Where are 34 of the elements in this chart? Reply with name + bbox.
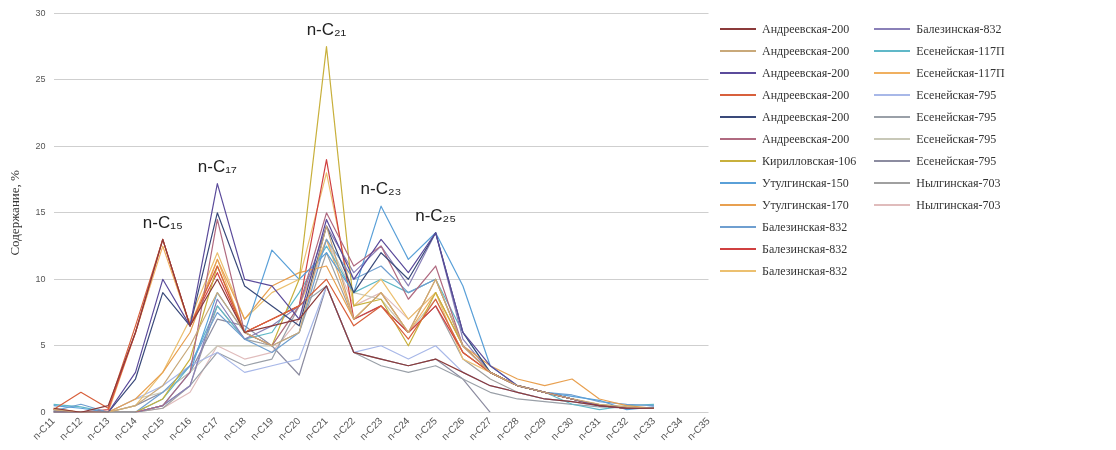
legend-label: Есенейская-795 [916,109,997,125]
legend-label: Утулгинская-170 [762,197,849,213]
legend-label: Есенейская-117П [916,65,1005,81]
legend-label: Есенейская-117П [916,43,1005,59]
legend-label: Балезинская-832 [916,21,1002,37]
legend-label: Андреевская-200 [762,109,850,125]
annotation: n-C₁₅ [142,212,183,232]
y-tick-label: 25 [35,74,46,85]
legend-label: Андреевская-200 [762,87,850,103]
legend-label: Балезинская-832 [762,241,848,257]
legend-label: Андреевская-200 [762,43,850,59]
y-tick-label: 0 [40,406,46,417]
y-tick-label: 20 [35,140,46,151]
y-tick-label: 30 [35,7,46,18]
legend-label: Есенейская-795 [916,87,997,103]
legend-label: Утулгинская-150 [762,175,849,191]
legend-label: Есенейская-795 [916,153,997,169]
annotation: n-C₁₇ [197,156,237,176]
annotation: n-C₂₃ [360,179,402,199]
legend-label: Андреевская-200 [762,131,850,147]
legend-label: Балезинская-832 [762,263,848,279]
legend-label: Нылгинская-703 [916,175,1001,191]
legend-label: Андреевская-200 [762,21,850,37]
legend-label: Есенейская-795 [916,131,997,147]
legend-label: Андреевская-200 [762,65,850,81]
y-axis-title: Содержание, % [7,169,23,256]
legend-label: Кирилловская-106 [762,153,857,169]
annotation: n-C₂₅ [415,205,457,225]
annotation: n-C₂₁ [306,19,347,39]
legend-label: Нылгинская-703 [916,197,1001,213]
legend-label: Балезинская-832 [762,219,848,235]
y-tick-label: 5 [40,340,46,351]
y-tick-label: 10 [35,273,46,284]
y-tick-label: 15 [35,207,46,218]
